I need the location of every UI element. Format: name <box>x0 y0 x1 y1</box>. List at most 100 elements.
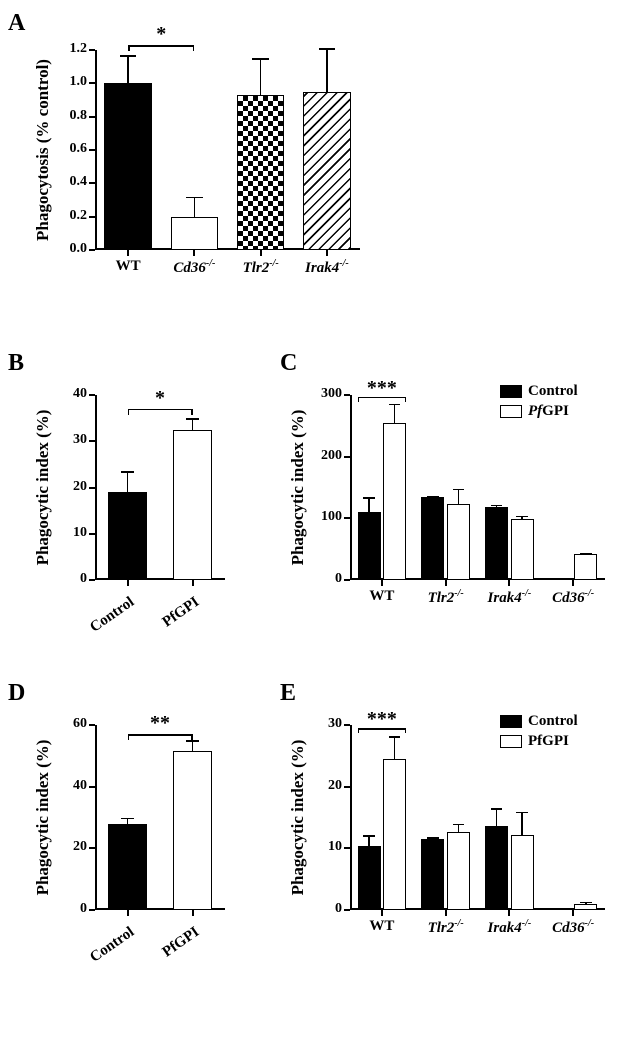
y-tick-label: 20 <box>302 778 342 794</box>
bar <box>574 554 597 580</box>
error-bar-cap <box>516 812 527 814</box>
legend-label: PfGPI <box>528 403 569 420</box>
y-tick <box>89 216 95 218</box>
y-tick <box>89 579 95 581</box>
panel-label-e: E <box>280 680 296 707</box>
y-tick <box>89 149 95 151</box>
x-tick <box>192 910 194 916</box>
y-tick <box>89 533 95 535</box>
bar <box>383 423 406 580</box>
x-tick <box>127 250 129 256</box>
y-tick <box>89 724 95 726</box>
significance-tick <box>191 409 193 415</box>
bar <box>383 759 406 910</box>
bar <box>358 512 381 580</box>
error-bar-cap <box>491 808 502 810</box>
error-bar-line <box>127 55 129 83</box>
y-tick <box>89 786 95 788</box>
error-bar-cap <box>389 404 400 406</box>
x-tick-label: Irak4-/- <box>287 258 367 277</box>
error-bar-cap <box>252 58 269 60</box>
y-tick-label: 10 <box>302 839 342 855</box>
error-bar-line <box>521 812 523 835</box>
x-tick <box>381 910 383 916</box>
x-tick <box>127 910 129 916</box>
error-bar-line <box>127 471 129 492</box>
y-tick <box>89 249 95 251</box>
error-bar-cap <box>363 497 374 499</box>
bar <box>549 578 572 580</box>
x-tick <box>572 580 574 586</box>
y-tick <box>344 786 350 788</box>
y-axis-title: Phagocytosis (% control) <box>33 50 53 250</box>
error-bar-cap <box>363 835 374 837</box>
y-axis <box>95 50 97 250</box>
y-axis <box>350 395 352 580</box>
legend-swatch <box>500 735 522 748</box>
error-bar-line <box>394 404 396 424</box>
significance-star: *** <box>362 708 402 731</box>
bar <box>171 217 219 250</box>
error-bar-cap <box>319 48 336 50</box>
legend-label: Control <box>528 383 578 400</box>
y-tick-label: 30 <box>302 716 342 732</box>
error-bar-line <box>194 197 196 217</box>
significance-tick <box>358 728 360 733</box>
y-tick-label: 20 <box>47 839 87 855</box>
significance-tick <box>191 734 193 740</box>
panel-label-b: B <box>8 350 24 377</box>
x-tick-label: Cd36-/- <box>533 588 613 607</box>
significance-tick <box>128 734 130 740</box>
y-tick-label: 0.2 <box>47 208 87 224</box>
y-tick <box>344 847 350 849</box>
y-tick <box>89 182 95 184</box>
y-tick <box>89 394 95 396</box>
x-tick <box>192 580 194 586</box>
x-tick <box>508 910 510 916</box>
error-bar-line <box>192 418 194 430</box>
significance-tick <box>358 397 360 402</box>
y-axis-title: Phagocytic index (%) <box>288 725 308 910</box>
y-tick-label: 1.0 <box>47 74 87 90</box>
error-bar-line <box>326 48 328 91</box>
y-tick-label: 0 <box>302 901 342 917</box>
y-tick <box>89 49 95 51</box>
y-axis-title: Phagocytic index (%) <box>33 725 53 910</box>
bar <box>447 504 470 580</box>
y-tick <box>89 487 95 489</box>
legend-label: Control <box>528 713 578 730</box>
significance-tick <box>405 397 407 402</box>
significance-tick <box>128 409 130 415</box>
bar <box>421 497 444 580</box>
bar <box>511 835 534 910</box>
bar <box>485 826 508 910</box>
y-tick <box>89 440 95 442</box>
y-tick <box>89 82 95 84</box>
y-tick <box>89 909 95 911</box>
error-bar-cap <box>186 740 200 742</box>
y-tick-label: 0.6 <box>47 141 87 157</box>
bar <box>173 430 212 580</box>
y-tick <box>344 909 350 911</box>
y-tick-label: 100 <box>302 509 342 525</box>
bar <box>108 824 147 910</box>
error-bar-line <box>394 736 396 759</box>
y-tick-label: 40 <box>47 778 87 794</box>
error-bar-line <box>496 808 498 825</box>
error-bar-cap <box>516 516 527 518</box>
significance-star: ** <box>145 712 175 735</box>
error-bar-line <box>192 740 194 751</box>
error-bar-cap <box>491 505 502 507</box>
y-tick <box>344 456 350 458</box>
error-bar-cap <box>186 197 203 199</box>
y-tick <box>344 724 350 726</box>
y-tick-label: 20 <box>47 479 87 495</box>
error-bar-cap <box>121 818 135 820</box>
y-axis-title: Phagocytic index (%) <box>288 395 308 580</box>
legend-swatch <box>500 715 522 728</box>
bar <box>447 832 470 910</box>
significance-tick <box>128 45 130 51</box>
error-bar-line <box>458 489 460 504</box>
x-tick <box>445 910 447 916</box>
figure-page: { "meta": { "width": 630, "height": 1050… <box>0 0 630 1050</box>
